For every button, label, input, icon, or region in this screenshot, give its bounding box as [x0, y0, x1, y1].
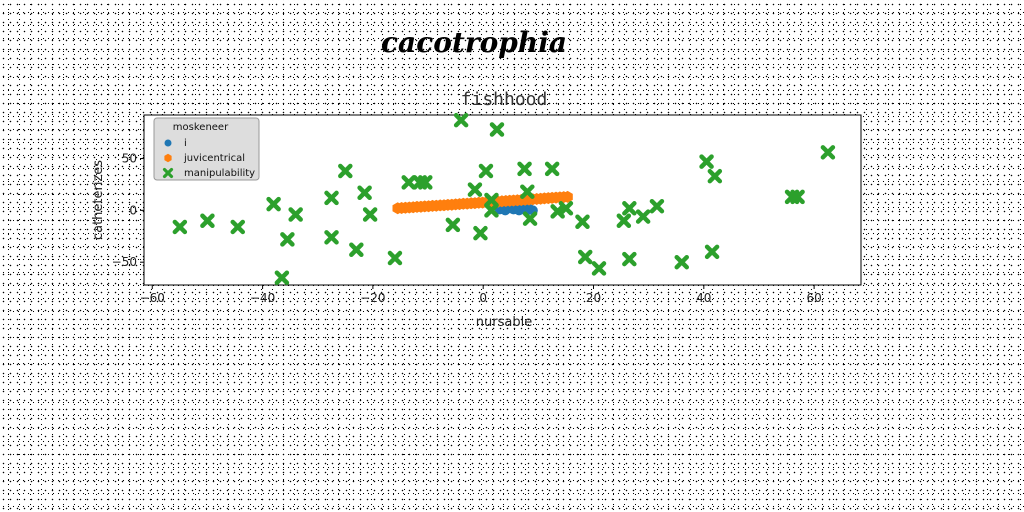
x-tick-label: −20: [360, 291, 385, 305]
data-point: [349, 242, 364, 258]
data-point: [357, 185, 372, 200]
data-point: [445, 217, 461, 233]
data-point: [522, 211, 538, 226]
data-points: [172, 112, 836, 285]
data-point: [473, 225, 488, 241]
data-point: [820, 145, 836, 160]
data-point: [544, 161, 560, 177]
x-axis-label: nursable: [476, 315, 532, 330]
data-point: [707, 168, 723, 184]
y-tick-label: −50: [112, 255, 137, 269]
chart-title: fishhood: [461, 89, 548, 110]
x-tick-label: 20: [586, 291, 601, 305]
data-point: [704, 244, 720, 260]
data-point: [266, 196, 281, 212]
y-tick-label: 0: [129, 203, 137, 217]
legend-label: i: [184, 138, 187, 149]
x-tick-label: 60: [806, 291, 821, 305]
x-tick-label: 40: [696, 291, 711, 305]
data-point: [520, 184, 535, 199]
data-point: [324, 190, 339, 206]
data-point: [324, 230, 339, 245]
data-point: [172, 219, 188, 235]
data-point: [562, 190, 573, 203]
legend-label: juvicentrical: [183, 153, 245, 164]
legend-box: [153, 117, 260, 181]
data-point: [484, 203, 499, 218]
data-point: [280, 232, 295, 247]
data-point: [649, 198, 665, 214]
data-point: [362, 207, 378, 222]
data-point: [635, 209, 651, 224]
series-manipulability: [172, 112, 836, 285]
data-point: [616, 213, 632, 228]
data-point: [699, 154, 714, 169]
data-point: [401, 175, 416, 190]
legend-marker: [164, 153, 172, 163]
data-point: [200, 213, 215, 228]
data-point: [790, 189, 805, 205]
legend-marker: [164, 139, 172, 147]
data-point: [484, 192, 499, 208]
data-point: [558, 201, 574, 216]
data-point: [674, 254, 689, 270]
x-tick-label: −40: [250, 291, 275, 305]
series-juvicentrical: [392, 190, 573, 215]
legend-marker: [162, 167, 174, 179]
data-point: [230, 219, 246, 235]
data-point: [274, 270, 290, 285]
data-point: [489, 122, 505, 137]
data-point: [467, 182, 483, 197]
data-point: [453, 112, 469, 128]
legend-title: moskeneer: [173, 122, 229, 133]
data-point: [478, 163, 494, 179]
y-tick-label: 50: [122, 152, 137, 166]
data-point: [338, 163, 353, 179]
x-tick-label: 0: [479, 291, 487, 305]
data-point: [418, 175, 433, 190]
legend-label: manipulability: [184, 168, 255, 179]
data-point: [575, 214, 590, 230]
data-point: [622, 201, 637, 216]
data-point: [591, 261, 607, 276]
data-point: [387, 250, 403, 266]
data-point: [517, 161, 532, 177]
data-point: [622, 251, 637, 267]
axis-ticks: −60 −40 −20 0 20 40 60 −50 0 50: [112, 152, 822, 305]
data-point: [577, 249, 593, 265]
legend: moskeneer i juvicentrical manipulability: [153, 117, 260, 181]
data-point: [288, 207, 303, 222]
x-tick-label: −60: [140, 291, 165, 305]
figure-title: cacotrophia: [381, 26, 567, 59]
y-axis-label: catheterizes: [91, 160, 106, 240]
